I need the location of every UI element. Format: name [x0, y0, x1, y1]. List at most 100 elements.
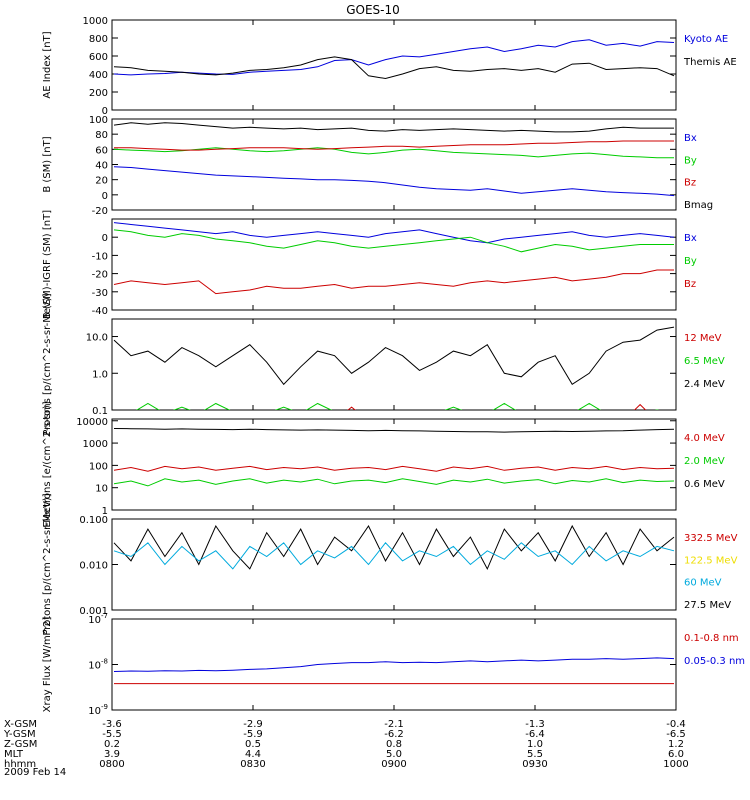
ephemeris-row-label: Z-GSM [4, 739, 37, 750]
legend-entry: 4.0 MeV [684, 433, 725, 444]
y-tick-label: 10 [95, 484, 108, 495]
y-tick-label: 10-7 [88, 612, 108, 626]
panel-7: 10-9 10-8 10-7 Xray Flux [W/m^2] 0.1-0.8 nm 0… [42, 612, 745, 717]
ephemeris-value: -1.3 [525, 719, 545, 730]
plot-title: GOES-10 [346, 3, 400, 17]
y-axis-label: B (SM) [nT] [42, 136, 53, 192]
y-tick-label: 1.0 [92, 369, 108, 380]
legend-entry: Bx [684, 133, 697, 144]
y-tick-label: 20 [95, 176, 108, 187]
ephemeris-value: 0830 [240, 759, 265, 770]
ephemeris-value: 1.0 [527, 739, 543, 750]
y-tick-label: 40 [95, 161, 108, 172]
legend-entry: By [684, 155, 697, 166]
ephemeris-value: 0.8 [386, 739, 402, 750]
y-tick-label: 10-8 [88, 658, 108, 672]
y-tick-label: 100 [89, 461, 108, 472]
series-line-kyoto-ae [113, 39, 675, 76]
y-tick-label: 1000 [83, 16, 108, 27]
legend-entry: 2.0 MeV [684, 456, 725, 467]
series-line-0-6-mev [113, 428, 675, 433]
legend-entry: 0.6 MeV [684, 479, 725, 490]
y-axis-label: Electrons [e/(cm^2-s-sr)] [42, 401, 53, 527]
y-tick-label: 0 [102, 233, 108, 244]
y-tick-label: 1 [102, 506, 108, 517]
ephemeris-row-label: hhmm [4, 759, 36, 770]
ephemeris-value: -2.9 [243, 719, 263, 730]
y-axis-label: Protons [p/(cm^2-s-sr-MeV)] [42, 293, 53, 435]
panel-frame [111, 318, 677, 411]
series-line-themis-ae [113, 56, 675, 80]
panel-frame [111, 118, 677, 211]
legend-entry: Kyoto AE [684, 34, 728, 45]
y-tick-label: 0.100 [79, 515, 108, 526]
ephemeris-value: 1.2 [668, 739, 684, 750]
series-line-6-5-mev [136, 402, 660, 410]
series-line-2-0-mev [113, 478, 675, 487]
ephemeris-value: 1000 [663, 759, 688, 770]
ephemeris-row-label: X-GSM [4, 719, 37, 730]
legend-entry: 122.5 MeV [684, 555, 738, 566]
legend-entry: Themis AE [683, 57, 737, 68]
ephemeris-row-label: Y-GSM [3, 729, 36, 740]
y-axis-label: Xray Flux [W/m^2] [42, 617, 53, 713]
panel-frame [111, 19, 677, 111]
legend-entry: 0.05-0.3 nm [684, 656, 745, 667]
series-line-2-4-mev [113, 326, 675, 386]
panel-2: -20 0 20 40 60 80 100 B (SM) [nT] Bx By Bz Bmag [42, 115, 713, 217]
series-line-27-5-mev [113, 524, 675, 571]
ephemeris-value: 4.4 [245, 749, 261, 760]
ephemeris-value: 0.2 [104, 739, 120, 750]
panel-4: 0.1 1.0 10.0 Protons [p/(cm^2-s-sr-MeV)] 12 … [42, 293, 725, 435]
legend-entry: Bx [684, 233, 697, 244]
ephemeris-row-label: MLT [4, 749, 24, 760]
y-tick-label: 200 [89, 88, 108, 99]
ephemeris-value: 3.9 [104, 749, 120, 760]
legend-entry: 60 MeV [684, 578, 722, 589]
ephemeris-value: -6.2 [384, 729, 404, 740]
legend-entry: Bz [684, 279, 696, 290]
y-tick-label: 0.001 [79, 606, 108, 617]
series-line-60-mev [113, 542, 675, 570]
y-tick-label: -40 [92, 306, 108, 317]
legend-entry: 27.5 MeV [684, 600, 731, 611]
y-tick-label: 10.0 [86, 333, 108, 344]
date-label: 2009 Feb 14 [4, 767, 66, 778]
legend-entry: Bz [684, 178, 696, 189]
ephemeris-value: -5.5 [102, 729, 122, 740]
y-tick-label: 400 [89, 70, 108, 81]
ephemeris-value: -0.4 [666, 719, 686, 730]
ephemeris-value: 5.0 [386, 749, 402, 760]
series-line-bmag [113, 122, 674, 133]
legend-entry: Bmag [684, 200, 713, 211]
y-tick-label: 600 [89, 52, 108, 63]
y-axis-label: AE Index [nT] [42, 31, 53, 98]
y-axis-label: B (SM)-IGRF (SM) [nT] [42, 210, 53, 319]
legend-entry: 2.4 MeV [684, 379, 725, 390]
y-tick-label: -20 [92, 270, 108, 281]
ephemeris-value: -5.9 [243, 729, 263, 740]
panel-5: 1 10 100 1000 10000 Electrons [e/(cm^2-s-sr)]… [42, 401, 725, 527]
series-line-bz [113, 269, 674, 295]
y-tick-label: 100 [89, 115, 108, 126]
y-tick-label: -10 [92, 251, 108, 262]
series-line-4-0-mev [113, 465, 675, 472]
series-line-bx [113, 166, 675, 197]
series-line-by [113, 147, 674, 159]
series-line-bz [114, 140, 674, 151]
y-axis-label: Protons [p/(cm^2-s-sr-MeV)] [42, 493, 53, 635]
series-line-by [113, 229, 674, 253]
legend-entry: By [684, 256, 697, 267]
y-tick-label: -30 [92, 288, 108, 299]
panel-3: -40 -30 -20 -10 0 B (SM)-IGRF (SM) [nT] Bx By Bz [42, 210, 697, 319]
y-tick-label: 10000 [76, 417, 108, 428]
y-tick-label: 0.010 [79, 561, 108, 572]
legend-entry: 6.5 MeV [684, 356, 725, 367]
series-line-bx [113, 222, 675, 244]
y-tick-label: 80 [95, 130, 108, 141]
panel-6: 0.001 0.010 0.100 Protons [p/(cm^2-s-sr-MeV… [42, 493, 738, 635]
ephemeris-value: 0930 [522, 759, 547, 770]
y-tick-label: 10-9 [88, 703, 108, 717]
